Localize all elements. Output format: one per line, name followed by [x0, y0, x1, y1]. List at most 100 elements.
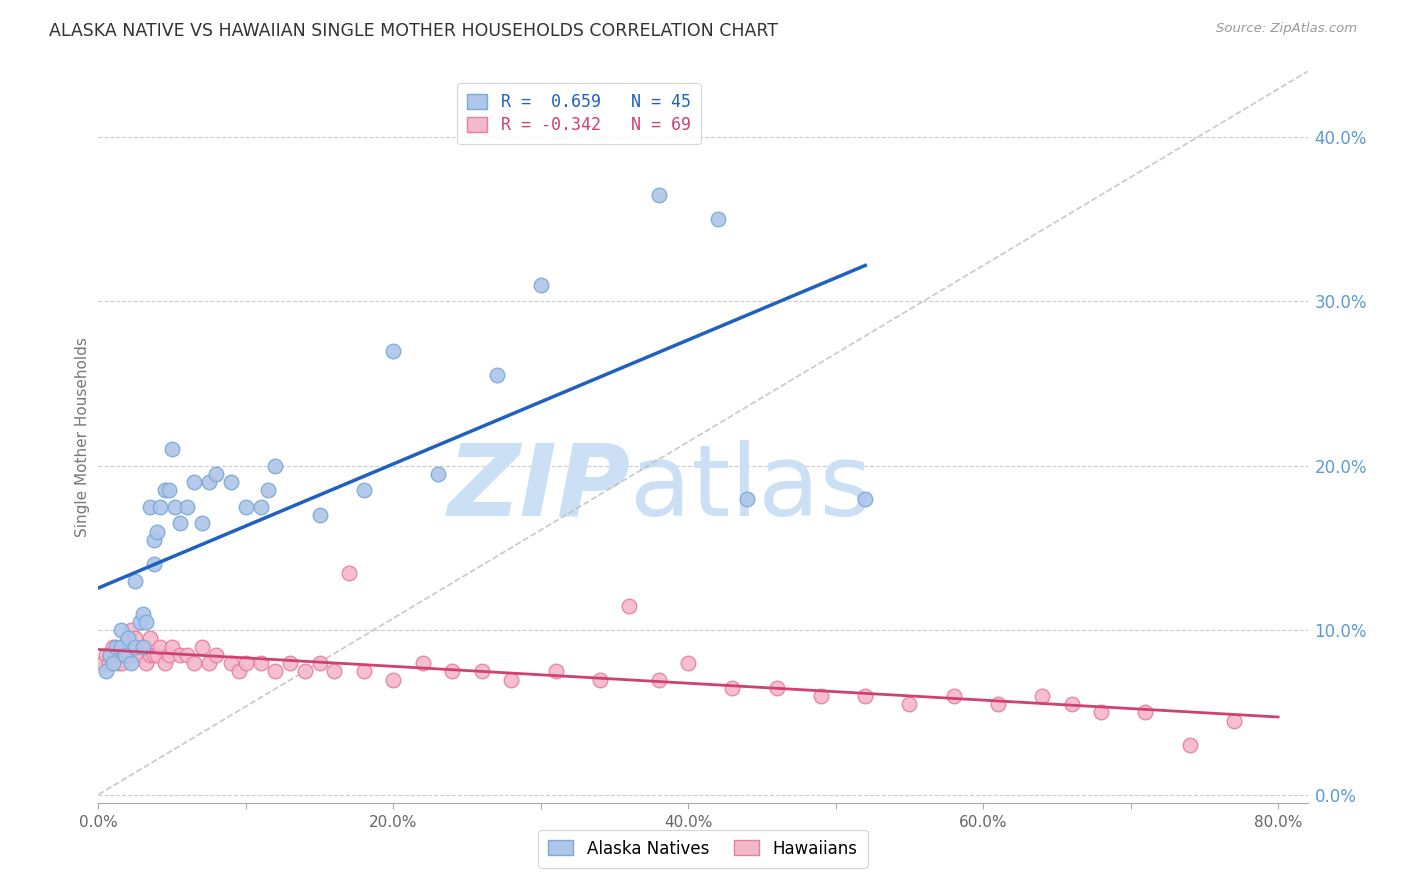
Point [160, 442, 183, 457]
Point [157, 648, 180, 662]
Point [146, 524, 169, 539]
Point [678, 656, 700, 670]
Point [323, 665, 346, 679]
Point [721, 681, 744, 695]
Point [249, 656, 271, 670]
Point [190, 516, 212, 531]
Point [441, 665, 464, 679]
Point [153, 656, 176, 670]
Point [308, 508, 330, 523]
Point [648, 187, 671, 202]
Point [91, 656, 114, 670]
Point [153, 483, 176, 498]
Point [183, 656, 205, 670]
Point [257, 483, 280, 498]
Point [120, 656, 142, 670]
Point [205, 648, 228, 662]
Point [124, 632, 146, 646]
Point [98, 648, 121, 662]
Point [110, 624, 132, 638]
Point [412, 656, 434, 670]
Point [1031, 689, 1053, 703]
Point [530, 278, 553, 293]
Point [249, 500, 271, 514]
Point [146, 648, 169, 662]
Point [165, 500, 187, 514]
Point [110, 640, 132, 654]
Point [648, 673, 671, 687]
Point [264, 665, 287, 679]
Point [135, 656, 157, 670]
Point [485, 368, 508, 383]
Point [382, 343, 405, 358]
Point [105, 648, 128, 662]
Point [190, 640, 212, 654]
Point [765, 681, 787, 695]
Text: Source: ZipAtlas.com: Source: ZipAtlas.com [1216, 22, 1357, 36]
Point [117, 632, 139, 646]
Point [101, 640, 124, 654]
Point [149, 500, 172, 514]
Point [1223, 714, 1246, 728]
Point [131, 607, 153, 621]
Point [143, 533, 166, 547]
Point [131, 640, 153, 654]
Point [176, 648, 198, 662]
Point [128, 615, 150, 629]
Point [101, 656, 124, 670]
Point [107, 656, 129, 670]
Point [149, 640, 172, 654]
Point [198, 475, 221, 490]
Point [139, 500, 162, 514]
Point [110, 648, 132, 662]
Point [898, 697, 921, 711]
Point [139, 648, 162, 662]
Legend: Alaska Natives, Hawaiians: Alaska Natives, Hawaiians [538, 830, 868, 868]
Point [139, 632, 162, 646]
Point [183, 475, 205, 490]
Point [382, 673, 405, 687]
Point [143, 648, 166, 662]
Point [157, 483, 180, 498]
Text: ZIP: ZIP [447, 440, 630, 537]
Point [98, 648, 121, 662]
Point [219, 475, 242, 490]
Point [735, 491, 758, 506]
Point [1135, 706, 1157, 720]
Point [706, 212, 728, 227]
Point [124, 640, 146, 654]
Point [219, 656, 242, 670]
Point [471, 665, 494, 679]
Point [501, 673, 523, 687]
Text: ALASKA NATIVE VS HAWAIIAN SINGLE MOTHER HOUSEHOLDS CORRELATION CHART: ALASKA NATIVE VS HAWAIIAN SINGLE MOTHER … [49, 22, 778, 40]
Point [160, 640, 183, 654]
Point [205, 467, 228, 481]
Point [337, 566, 360, 580]
Point [117, 632, 139, 646]
Point [176, 500, 198, 514]
Point [101, 656, 124, 670]
Point [135, 615, 157, 629]
Point [169, 516, 191, 531]
Point [143, 558, 166, 572]
Point [94, 648, 117, 662]
Point [853, 689, 876, 703]
Point [308, 656, 330, 670]
Point [264, 458, 287, 473]
Point [235, 656, 257, 670]
Point [128, 648, 150, 662]
Point [589, 673, 612, 687]
Point [94, 665, 117, 679]
Point [124, 648, 146, 662]
Point [1090, 706, 1112, 720]
Point [426, 467, 449, 481]
Point [294, 665, 316, 679]
Point [117, 648, 139, 662]
Point [114, 648, 136, 662]
Text: atlas: atlas [630, 440, 872, 537]
Point [353, 483, 375, 498]
Point [111, 656, 134, 670]
Point [544, 665, 567, 679]
Point [120, 648, 142, 662]
Point [198, 656, 221, 670]
